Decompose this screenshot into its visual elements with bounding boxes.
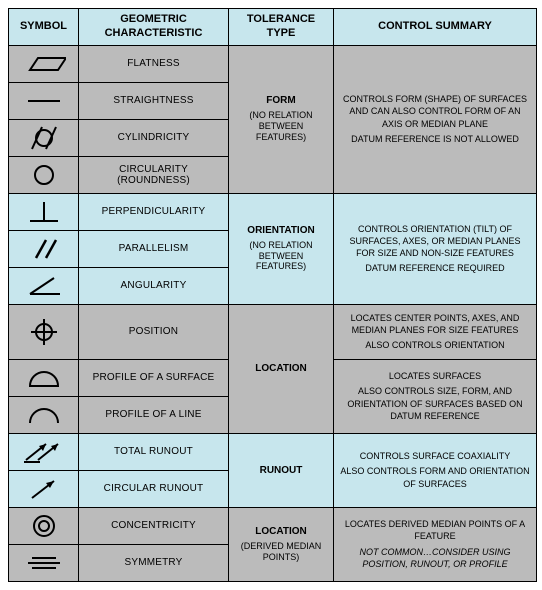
circularity-icon	[9, 156, 79, 193]
summary-line: DATUM REFERENCE REQUIRED	[340, 262, 530, 274]
summary-profile: LOCATES SURFACES ALSO CONTROLS SIZE, FOR…	[334, 359, 537, 433]
summary-position: LOCATES CENTER POINTS, AXES, AND MEDIAN …	[334, 304, 537, 359]
col-header-characteristic: GEOMETRIC CHARACTERISTIC	[79, 9, 229, 46]
summary-line: LOCATES SURFACES	[340, 370, 530, 382]
tolerance-form: FORM (NO RELATION BETWEEN FEATURES)	[229, 45, 334, 193]
summary-line: CONTROLS FORM (SHAPE) OF SURFACES AND CA…	[340, 93, 530, 129]
col-header-symbol: SYMBOL	[9, 9, 79, 46]
gdt-table: SYMBOL GEOMETRIC CHARACTERISTIC TOLERANC…	[8, 8, 537, 582]
char-total-runout: TOTAL RUNOUT	[79, 433, 229, 470]
total-runout-icon	[9, 433, 79, 470]
tolerance-orientation: ORIENTATION (NO RELATION BETWEEN FEATURE…	[229, 193, 334, 304]
char-position: POSITION	[79, 304, 229, 359]
tolerance-location-derived: LOCATION (DERIVED MEDIAN POINTS)	[229, 507, 334, 581]
position-icon	[9, 304, 79, 359]
char-perpendicularity: PERPENDICULARITY	[79, 193, 229, 230]
char-concentricity: CONCENTRICITY	[79, 507, 229, 544]
angularity-icon	[9, 267, 79, 304]
straightness-icon	[9, 82, 79, 119]
summary-form: CONTROLS FORM (SHAPE) OF SURFACES AND CA…	[334, 45, 537, 193]
char-profile-surface: PROFILE OF A SURFACE	[79, 359, 229, 396]
char-cylindricity: CYLINDRICITY	[79, 119, 229, 156]
col-header-summary: CONTROL SUMMARY	[334, 9, 537, 46]
char-flatness: FLATNESS	[79, 45, 229, 82]
profile-line-icon	[9, 396, 79, 433]
summary-line: ALSO CONTROLS SIZE, FORM, AND ORIENTATIO…	[340, 385, 530, 421]
tolerance-location: LOCATION	[229, 304, 334, 433]
summary-line: ALSO CONTROLS FORM AND ORIENTATION OF SU…	[340, 465, 530, 489]
tol-main: RUNOUT	[260, 465, 303, 476]
char-straightness: STRAIGHTNESS	[79, 82, 229, 119]
tol-sub: (NO RELATION BETWEEN FEATURES)	[235, 240, 327, 272]
col-header-tolerance: TOLERANCE TYPE	[229, 9, 334, 46]
concentricity-icon	[9, 507, 79, 544]
tol-sub: (NO RELATION BETWEEN FEATURES)	[235, 110, 327, 142]
summary-orientation: CONTROLS ORIENTATION (TILT) OF SURFACES,…	[334, 193, 537, 304]
summary-line: DATUM REFERENCE IS NOT ALLOWED	[340, 133, 530, 145]
cylindricity-icon	[9, 119, 79, 156]
summary-line: CONTROLS SURFACE COAXIALITY	[340, 450, 530, 462]
parallelism-icon	[9, 230, 79, 267]
tol-main: LOCATION	[255, 526, 306, 537]
summary-line: CONTROLS ORIENTATION (TILT) OF SURFACES,…	[340, 223, 530, 259]
summary-line: ALSO CONTROLS ORIENTATION	[340, 339, 530, 351]
tol-sub: (DERIVED MEDIAN POINTS)	[235, 541, 327, 563]
char-profile-line: PROFILE OF A LINE	[79, 396, 229, 433]
char-symmetry: SYMMETRY	[79, 544, 229, 581]
summary-line: LOCATES DERIVED MEDIAN POINTS OF A FEATU…	[340, 518, 530, 542]
summary-line: NOT COMMON…CONSIDER USING POSITION, RUNO…	[340, 546, 530, 570]
tolerance-runout: RUNOUT	[229, 433, 334, 507]
tol-main: FORM	[266, 95, 295, 106]
tol-main: LOCATION	[255, 363, 306, 374]
char-angularity: ANGULARITY	[79, 267, 229, 304]
char-circularity: CIRCULARITY (ROUNDNESS)	[79, 156, 229, 193]
flatness-icon	[9, 45, 79, 82]
char-circular-runout: CIRCULAR RUNOUT	[79, 470, 229, 507]
summary-runout: CONTROLS SURFACE COAXIALITY ALSO CONTROL…	[334, 433, 537, 507]
summary-location-derived: LOCATES DERIVED MEDIAN POINTS OF A FEATU…	[334, 507, 537, 581]
char-parallelism: PARALLELISM	[79, 230, 229, 267]
profile-surface-icon	[9, 359, 79, 396]
summary-line: LOCATES CENTER POINTS, AXES, AND MEDIAN …	[340, 312, 530, 336]
tol-main: ORIENTATION	[247, 225, 314, 236]
symmetry-icon	[9, 544, 79, 581]
perpendicularity-icon	[9, 193, 79, 230]
circular-runout-icon	[9, 470, 79, 507]
